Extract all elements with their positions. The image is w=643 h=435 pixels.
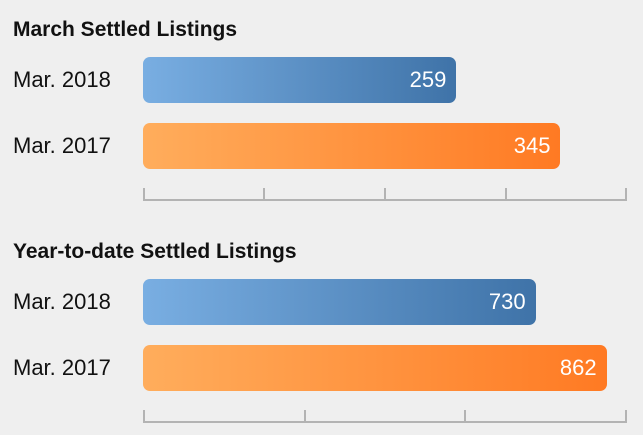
x-axis-tick [263, 188, 265, 200]
march-settled-chart: March Settled Listings Mar. 2018 259 Mar… [0, 0, 643, 215]
bar-2018 [143, 279, 536, 325]
x-axis-tick [464, 410, 466, 422]
category-label-2018: Mar. 2018 [13, 67, 111, 92]
bar-2018 [143, 57, 457, 103]
x-axis-tick [143, 410, 145, 422]
bar-value-label-2017: 345 [513, 133, 551, 158]
bar-value-label-2018: 730 [488, 289, 526, 314]
x-axis-tick [384, 188, 386, 200]
x-axis-line [143, 421, 627, 423]
x-axis-tick [625, 188, 627, 200]
bar-2017 [143, 345, 607, 391]
bar-2017 [143, 123, 561, 169]
chart-title: Year-to-date Settled Listings [13, 240, 297, 263]
x-axis-tick [625, 410, 627, 422]
bar-value-label-2017: 862 [559, 355, 597, 380]
x-axis-tick [143, 188, 145, 200]
category-label-2017: Mar. 2017 [13, 133, 111, 158]
chart-title: March Settled Listings [13, 18, 238, 41]
bar-value-label-2018: 259 [409, 67, 447, 92]
category-label-2017: Mar. 2017 [13, 355, 111, 380]
x-axis-line [143, 199, 627, 201]
category-label-2018: Mar. 2018 [13, 289, 111, 314]
x-axis-tick [505, 188, 507, 200]
ytd-settled-chart: Year-to-date Settled Listings Mar. 2018 … [0, 222, 643, 435]
x-axis-tick [304, 410, 306, 422]
